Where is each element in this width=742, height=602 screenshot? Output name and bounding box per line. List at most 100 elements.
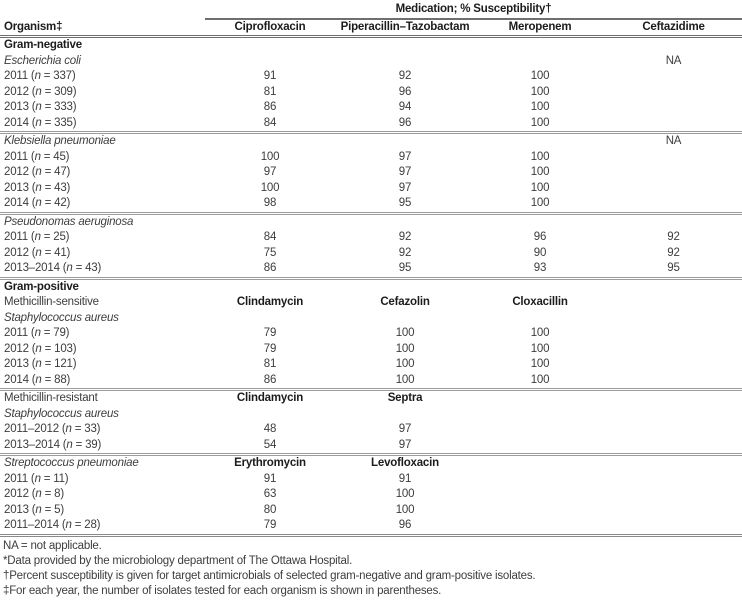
value-cell: 97	[398, 166, 412, 178]
year-label-cell: 2011 (n = 11)	[4, 472, 69, 485]
footnotes: NA = not applicable. *Data provided by th…	[0, 539, 742, 600]
value-cell	[605, 311, 742, 327]
year-label-cell: 2011–2012 (n = 33)	[4, 423, 101, 435]
value-cell: 95	[667, 262, 680, 274]
value-cell	[475, 453, 605, 472]
table-row: Klebsiella pneumoniae NA	[0, 131, 742, 150]
table-row: 2013–2014 (n = 39) 54 97	[0, 438, 742, 455]
value-cell	[335, 407, 475, 423]
value-cell: 100	[395, 488, 415, 500]
year-label-cell: 2013–2014 (n = 43)	[4, 262, 102, 274]
susceptibility-table: Medication; % Susceptibility† Organism‡ …	[0, 2, 742, 537]
table-row: Methicillin-sensitive Clindamycin Cefazoli…	[0, 295, 742, 311]
year-label-cell: 2013 (n = 5)	[4, 503, 64, 516]
organism-label-cell: Klebsiella pneumoniae	[0, 131, 205, 150]
table-row: 2011 (n = 11) 91 91	[0, 472, 742, 488]
year-label-cell: 2012 (n = 41)	[4, 246, 71, 259]
value-cell	[475, 503, 605, 519]
value-cell: 92	[667, 231, 680, 243]
value-cell	[205, 276, 335, 295]
value-cell: 54	[263, 438, 277, 451]
value-cell	[605, 295, 742, 311]
year-label-cell: 2012 (n = 47)	[4, 166, 71, 178]
organism-label-cell: Staphylococcus aureus	[4, 311, 119, 324]
value-cell: 91	[263, 472, 277, 485]
value-cell	[335, 276, 475, 295]
value-cell	[605, 69, 742, 85]
value-cell: 100	[530, 116, 550, 129]
value-cell: 95	[398, 262, 412, 274]
table-row: 2014 (n = 88) 86 100 100	[0, 373, 742, 390]
drug-subheader-cell: Septra	[335, 388, 475, 407]
value-cell	[605, 326, 742, 342]
value-cell	[605, 407, 742, 423]
table-row: 2011 (n = 79) 79 100 100	[0, 326, 742, 342]
value-cell	[605, 373, 742, 390]
column-header-ceftazidime: Ceftazidime	[605, 18, 742, 38]
value-cell	[605, 165, 742, 181]
column-header-organism: Organism‡	[0, 18, 205, 38]
value-cell: 100	[395, 327, 415, 339]
value-cell: 79	[205, 518, 335, 537]
value-cell: 100	[530, 181, 550, 194]
value-cell	[605, 422, 742, 438]
value-cell	[605, 453, 742, 472]
table-row: 2011 (n = 337) 91 92 100	[0, 69, 742, 85]
year-label-cell: 2014 (n = 335)	[4, 116, 77, 129]
value-cell: 97	[263, 166, 277, 178]
organism-label-cell: Staphylococcus aureus	[4, 407, 119, 420]
value-cell: 96	[398, 85, 412, 98]
value-cell	[475, 472, 605, 488]
value-cell	[605, 472, 742, 488]
value-cell: 90	[533, 246, 547, 259]
table-row: 2011 (n = 45) 100 97 100	[0, 150, 742, 166]
value-cell: 96	[533, 231, 547, 243]
table-row: 2013 (n = 43) 100 97 100	[0, 181, 742, 197]
group-label-cell: Gram-negative	[4, 39, 82, 51]
value-cell: 81	[263, 85, 277, 98]
value-cell	[605, 150, 742, 166]
value-cell	[475, 518, 605, 537]
value-cell	[475, 311, 605, 327]
value-cell	[205, 311, 335, 327]
value-cell	[335, 311, 475, 327]
column-header-piperacillin-tazobactam: Piperacillin–Tazobactam	[335, 18, 475, 38]
table-row: 2012 (n = 103) 79 100 100	[0, 342, 742, 358]
value-cell: 84	[263, 231, 277, 243]
value-cell: 92	[398, 70, 412, 82]
medication-span-header: Medication; % Susceptibility†	[205, 2, 742, 20]
value-cell: 97	[398, 423, 412, 435]
value-cell	[475, 54, 605, 70]
value-cell	[475, 487, 605, 503]
value-cell: 95	[398, 197, 412, 209]
table-row: 2014 (n = 335) 84 96 100	[0, 116, 742, 133]
value-cell: 100	[530, 101, 550, 113]
value-cell	[605, 518, 742, 537]
value-cell: 94	[398, 101, 412, 113]
table-body: Gram-negative Escherichia coli NA 2011 (n =…	[0, 37, 742, 537]
table-row: 2011–2012 (n = 33) 48 97	[0, 422, 742, 438]
medication-span-header-row: Medication; % Susceptibility†	[0, 2, 742, 20]
value-cell	[605, 276, 742, 295]
value-cell: 100	[530, 373, 550, 386]
table-row: Methicillin-resistant Clindamycin Septra	[0, 388, 742, 407]
year-label-cell: 2011 (n = 45)	[4, 150, 70, 163]
value-cell: 100	[530, 85, 550, 98]
value-cell	[205, 407, 335, 423]
year-label-cell: 2011 (n = 79)	[4, 327, 70, 339]
value-cell: 100	[530, 327, 550, 339]
table-row: 2011–2014 (n = 28) 79 96	[0, 518, 742, 537]
year-label-cell: 2012 (n = 103)	[4, 342, 77, 355]
table-row: 2012 (n = 47) 97 97 100	[0, 165, 742, 181]
year-label-cell: 2013 (n = 121)	[4, 358, 77, 370]
table-row: Gram-negative	[0, 37, 742, 54]
table-row: 2011 (n = 25) 84 92 96 92	[0, 230, 742, 246]
organism-label-cell: Escherichia coli	[4, 54, 81, 67]
value-cell: 84	[263, 116, 277, 129]
value-cell	[605, 37, 742, 54]
table-row: 2014 (n = 42) 98 95 100	[0, 196, 742, 213]
value-cell: 96	[335, 518, 475, 537]
year-label-cell: 2011 (n = 25)	[4, 231, 70, 243]
value-cell	[475, 37, 605, 54]
